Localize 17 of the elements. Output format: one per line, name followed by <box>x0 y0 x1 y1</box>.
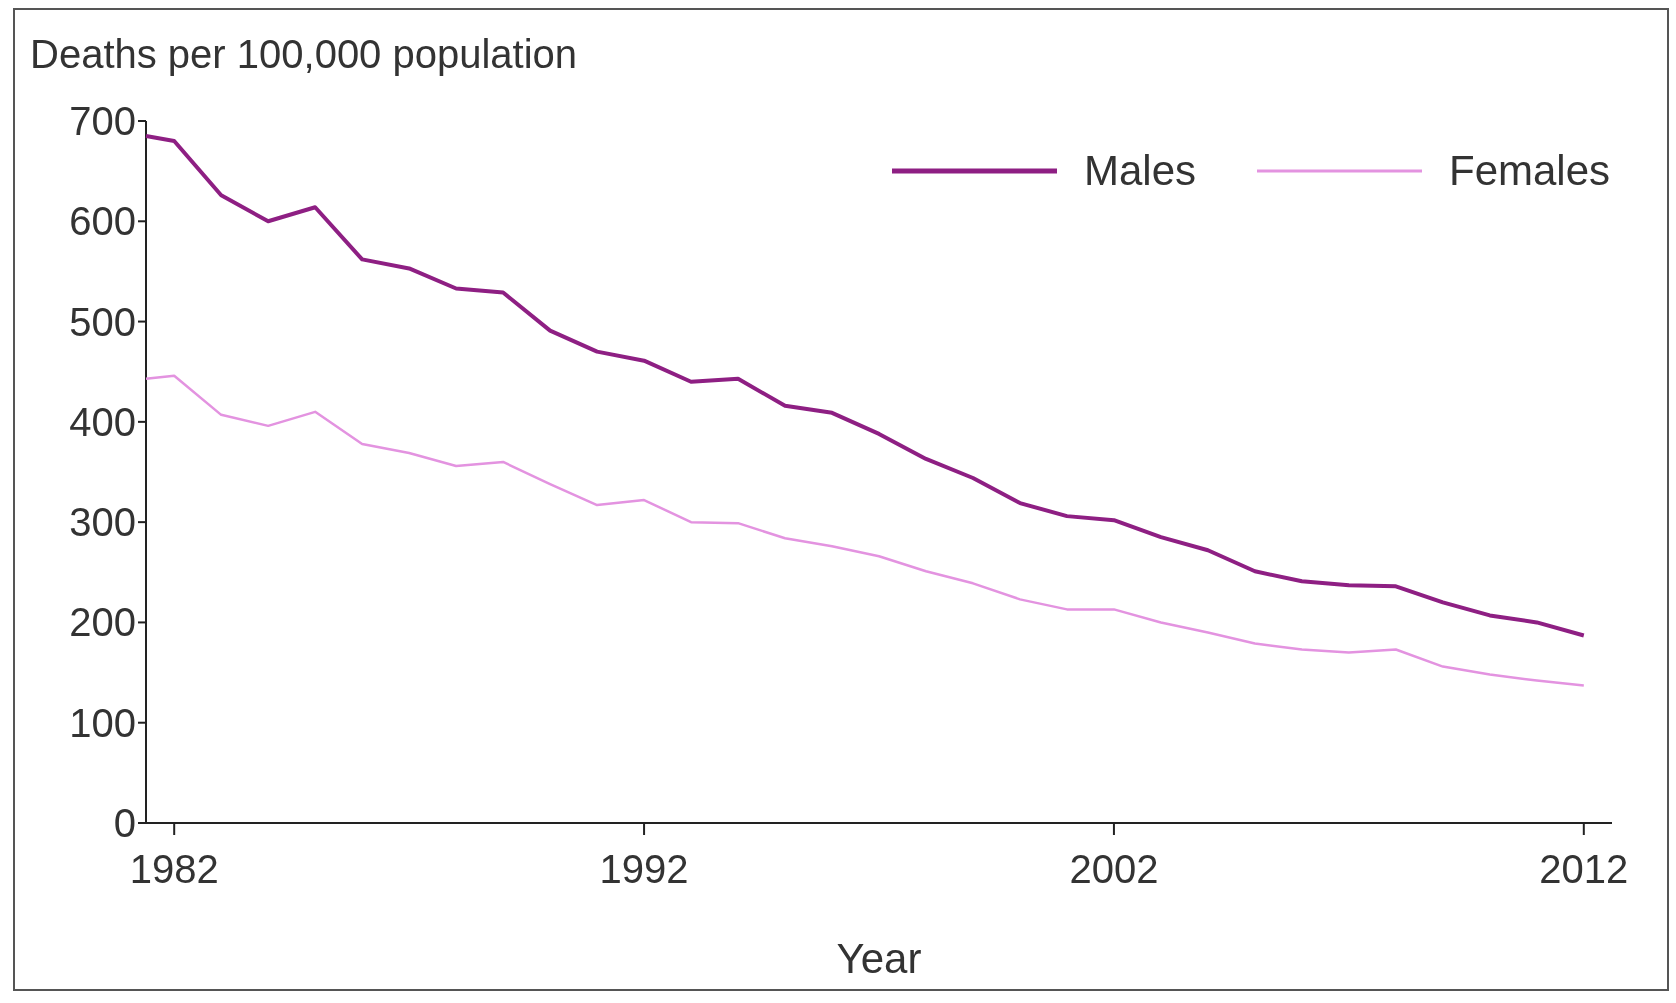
line-series <box>144 374 1586 687</box>
x-tick-label: 2012 <box>1539 847 1629 891</box>
y-tick-label: 100 <box>69 700 136 745</box>
legend-label: Males <box>1084 147 1197 194</box>
x-tick-label: 1992 <box>599 847 689 891</box>
y-tick-label: 400 <box>69 399 136 444</box>
x-tick-label: 2002 <box>1069 847 1159 891</box>
y-tick-label: 500 <box>69 299 136 344</box>
y-tick-label: 300 <box>69 500 136 545</box>
y-tick-label: 200 <box>69 600 136 645</box>
y-tick-label: 700 <box>69 99 136 143</box>
y-tick-label: 600 <box>69 199 136 244</box>
legend-label: Females <box>1449 147 1611 194</box>
y-tick-label: 0 <box>113 801 136 845</box>
x-axis-title: Year <box>836 935 922 982</box>
x-tick-label: 1982 <box>129 847 219 891</box>
y-axis-title: Deaths per 100,000 population <box>30 32 578 76</box>
